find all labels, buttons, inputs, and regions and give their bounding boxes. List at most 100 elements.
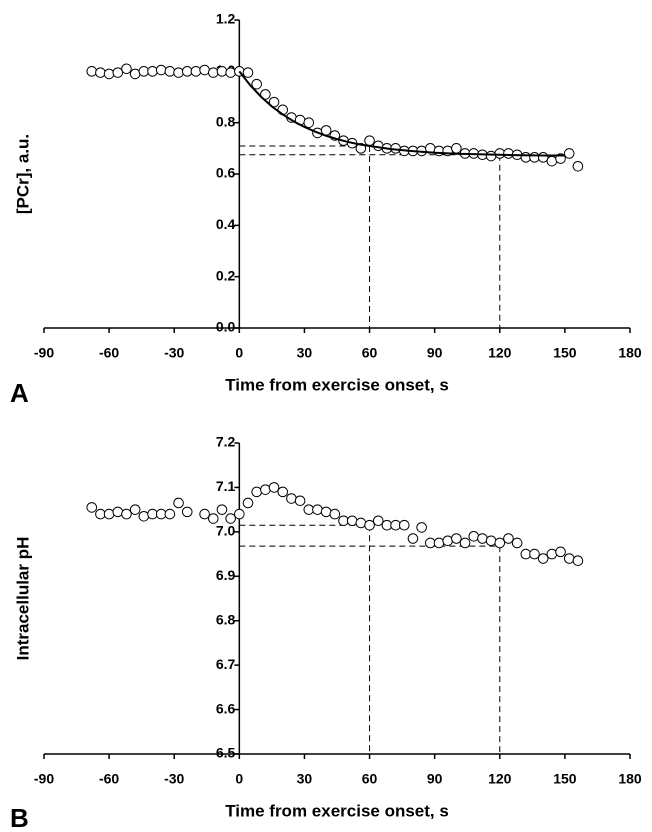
data-point [199, 64, 210, 76]
data-point [572, 555, 584, 567]
data-point [225, 513, 236, 524]
data-point [312, 504, 323, 515]
data-point [511, 537, 523, 549]
data-point [494, 537, 506, 549]
y-tick-label: 7.2 [216, 434, 236, 450]
x-tick-label: 60 [362, 345, 378, 361]
data-point [459, 537, 471, 549]
data-point [112, 67, 124, 78]
x-tick-label: -60 [99, 345, 119, 361]
y-axis-title: Intracellular pH [13, 537, 32, 661]
data-point [242, 497, 254, 509]
x-tick-label: 150 [553, 771, 577, 787]
data-point [433, 145, 445, 157]
data-point [216, 66, 228, 77]
data-point [537, 152, 549, 163]
data-point [173, 497, 184, 509]
data-point [372, 515, 384, 527]
data-point [103, 68, 115, 80]
data-point [112, 506, 124, 518]
data-point [364, 519, 375, 531]
y-tick-label: 6.5 [216, 745, 236, 761]
data-point [286, 493, 297, 504]
data-point [338, 515, 349, 527]
y-tick-label: 0.2 [216, 267, 236, 283]
data-point [251, 78, 262, 90]
data-point [147, 66, 158, 77]
y-tick-label: 0.8 [216, 113, 236, 129]
data-point [546, 155, 558, 167]
data-point [451, 533, 462, 544]
data-point [390, 519, 401, 531]
data-point [164, 508, 176, 520]
data-point [103, 508, 115, 520]
data-point [155, 508, 167, 520]
data-point [529, 548, 540, 560]
data-point [199, 508, 210, 520]
data-point [303, 504, 315, 515]
y-tick-label: 6.8 [216, 611, 236, 627]
data-point [147, 508, 158, 520]
x-tick-label: -30 [164, 771, 184, 787]
y-axis-title: [PCr], a.u. [13, 134, 32, 214]
y-tick-label: 0.0 [216, 319, 236, 335]
data-point [503, 148, 514, 159]
x-tick-label: 120 [488, 345, 512, 361]
data-point [425, 537, 436, 549]
data-point [216, 504, 228, 515]
data-point [563, 148, 575, 159]
x-tick-label: 90 [427, 345, 443, 361]
panel-label: A [10, 378, 29, 408]
x-tick-label: -90 [34, 771, 54, 787]
data-point [442, 535, 453, 547]
x-axis-title: Time from exercise onset, s [225, 801, 449, 820]
data-point [95, 508, 106, 520]
data-point [563, 553, 575, 564]
data-point [537, 553, 549, 564]
data-point [155, 64, 167, 76]
data-point [207, 513, 219, 524]
data-point [181, 506, 193, 518]
x-tick-label: 90 [427, 771, 443, 787]
data-point [485, 150, 497, 162]
data-point [181, 66, 193, 77]
x-tick-label: 30 [297, 345, 313, 361]
data-point [260, 484, 271, 495]
data-point [451, 143, 462, 154]
data-point [468, 531, 480, 542]
data-point [294, 495, 306, 507]
data-point [190, 66, 202, 77]
data-point [346, 515, 358, 527]
data-point [546, 548, 558, 560]
data-point [86, 66, 98, 77]
data-point [86, 502, 98, 513]
y-tick-label: 6.9 [216, 567, 236, 583]
y-tick-label: 1.2 [216, 11, 236, 27]
x-tick-label: 30 [297, 771, 313, 787]
data-point [277, 486, 289, 498]
data-point [129, 504, 141, 515]
x-axis-title: Time from exercise onset, s [225, 375, 449, 394]
data-point [242, 67, 254, 78]
data-point [121, 63, 132, 75]
data-point [268, 482, 280, 493]
x-tick-label: 150 [553, 345, 577, 361]
data-point [503, 533, 514, 544]
data-point [251, 486, 262, 498]
data-point [381, 519, 393, 531]
data-point [303, 117, 315, 128]
data-point [138, 511, 150, 522]
data-point [485, 535, 497, 547]
data-point [355, 517, 367, 529]
y-tick-label: 0.6 [216, 165, 236, 181]
x-tick-label: 120 [488, 771, 512, 787]
data-point [225, 67, 236, 78]
x-tick-label: 180 [618, 771, 642, 787]
data-point [173, 67, 184, 78]
fit-line [238, 70, 565, 157]
data-point [572, 161, 584, 172]
data-point [329, 508, 341, 520]
y-tick-label: 7.1 [216, 478, 236, 494]
data-point [138, 66, 150, 77]
